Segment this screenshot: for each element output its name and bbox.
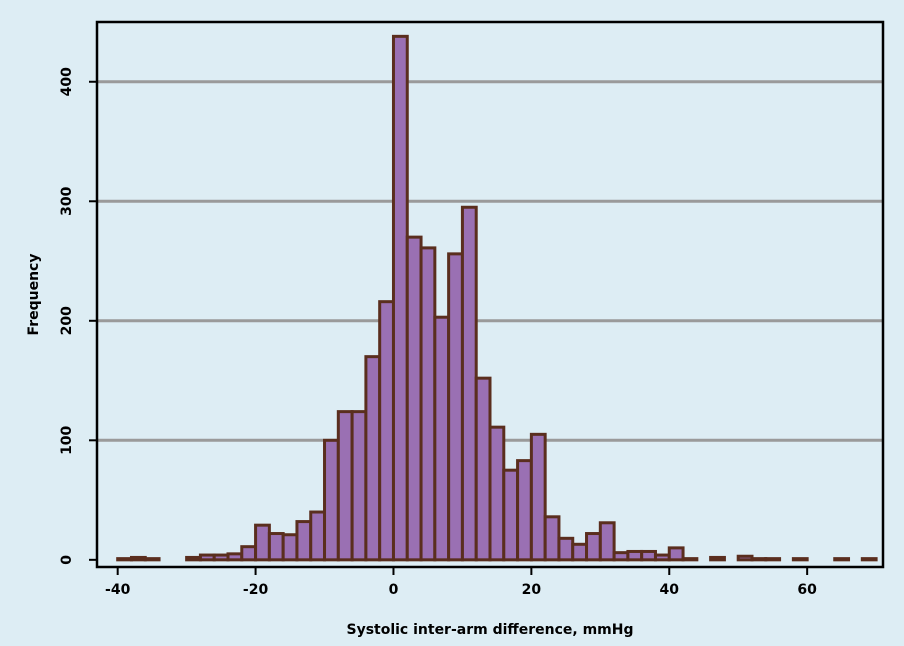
histogram-bar (143, 557, 161, 562)
histogram-bar (419, 246, 437, 562)
y-tick-label: 200 (59, 306, 75, 335)
histogram-bar (529, 432, 547, 562)
histogram-bar (833, 557, 851, 562)
histogram-bar (860, 557, 878, 562)
histogram-bar (226, 552, 244, 562)
histogram-bar (309, 510, 327, 562)
histogram-bar (295, 520, 313, 562)
histogram-bar (391, 34, 409, 562)
x-tick-label: 40 (660, 582, 680, 598)
histogram-bar (516, 459, 533, 562)
histogram-bar (502, 468, 520, 562)
x-tick-label: 60 (797, 582, 817, 598)
histogram-bar (488, 425, 506, 562)
histogram-bar (557, 536, 575, 562)
histogram-bar (585, 532, 602, 562)
histogram-bar (254, 523, 271, 562)
y-tick-label: 400 (59, 67, 75, 96)
histogram-bar (336, 410, 354, 562)
histogram-bar (736, 554, 754, 562)
histogram-bar (405, 235, 423, 562)
histogram-bar (543, 515, 561, 562)
histogram-bars (116, 34, 878, 562)
histogram-bar (667, 546, 685, 562)
histogram-bar (240, 545, 258, 562)
histogram-bar (750, 557, 768, 562)
axis-ticks: -40 -20 0 20 40 60 0 100 200 300 400 (59, 67, 817, 598)
histogram-bar (681, 557, 699, 562)
histogram-bar (791, 557, 809, 562)
histogram-bar (129, 555, 147, 562)
histogram-bar (364, 355, 382, 562)
x-tick-label: 0 (389, 582, 399, 598)
histogram-bar (474, 376, 492, 562)
histogram-bar (281, 533, 299, 562)
histogram-bar (626, 549, 644, 562)
histogram-bar (640, 549, 657, 562)
histogram-bar (433, 315, 451, 562)
histogram-bar (447, 252, 464, 562)
histogram-bar (598, 521, 616, 562)
y-tick-label: 0 (59, 555, 75, 565)
x-tick-label: 20 (522, 582, 542, 598)
y-axis-title: Frequency (26, 254, 42, 336)
histogram-bar (116, 557, 133, 562)
histogram-bar (267, 532, 285, 562)
histogram-bar (709, 555, 726, 562)
histogram-bar (764, 557, 782, 562)
histogram-bar (571, 542, 589, 562)
histogram-bar (378, 300, 395, 562)
histogram-bar (612, 551, 630, 562)
plot-frame (95, 20, 885, 569)
histogram-bar (653, 553, 671, 562)
histogram-bar (212, 553, 230, 562)
histogram-bar (350, 410, 368, 562)
x-tick-label: -40 (105, 582, 131, 598)
y-tick-label: 300 (59, 186, 75, 215)
histogram-bar (198, 553, 216, 562)
histogram-bar (460, 205, 478, 562)
x-tick-label: -20 (243, 582, 269, 598)
histogram-bar (323, 438, 340, 562)
histogram-bar (185, 555, 202, 562)
y-tick-label: 100 (59, 425, 75, 454)
x-axis-title: Systolic inter-arm difference, mmHg (346, 622, 633, 638)
